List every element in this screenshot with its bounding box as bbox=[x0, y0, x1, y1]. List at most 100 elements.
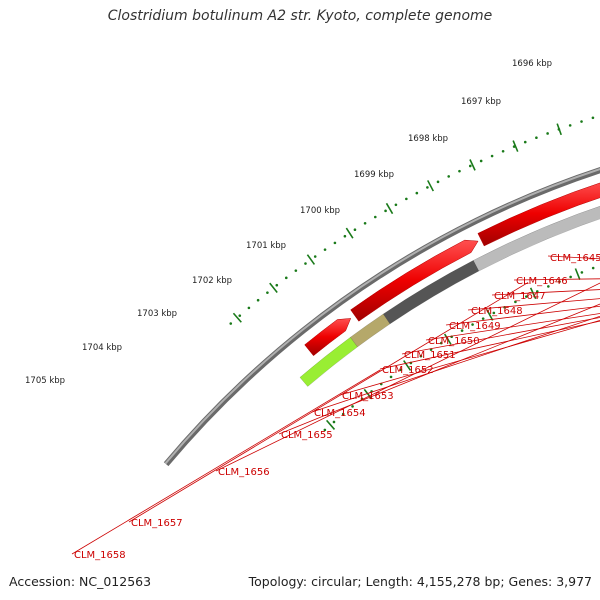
scale-label: 1700 kbp bbox=[300, 206, 340, 216]
scale-dot bbox=[535, 136, 538, 140]
scale-dot bbox=[275, 283, 279, 287]
scale-dot bbox=[333, 241, 337, 245]
leader-line bbox=[311, 315, 600, 413]
forward-genes bbox=[304, 182, 600, 357]
gene-labels: CLM_1645 CLM_1646 CLM_1647 CLM_1648 CLM_… bbox=[74, 253, 600, 561]
scale-dot bbox=[415, 191, 419, 195]
scale-dot bbox=[481, 317, 485, 320]
scale-dot bbox=[343, 234, 347, 238]
leader-line bbox=[401, 317, 600, 355]
scale-dot bbox=[341, 412, 345, 416]
gene-segment bbox=[382, 260, 480, 325]
leader-line bbox=[339, 319, 600, 396]
scale-tick bbox=[469, 159, 476, 171]
scale-dot bbox=[591, 266, 595, 270]
gene-segment bbox=[299, 336, 358, 387]
gene-arrow bbox=[350, 239, 479, 322]
scale-dot bbox=[490, 154, 494, 158]
outer-scale-ring bbox=[229, 116, 595, 325]
scale-tick bbox=[306, 254, 316, 265]
scale-dot bbox=[304, 262, 307, 265]
leader-line bbox=[445, 305, 600, 326]
gene-arrow bbox=[304, 318, 352, 357]
leader-line bbox=[425, 313, 600, 341]
scale-dot bbox=[266, 291, 269, 294]
scale-tick bbox=[427, 180, 435, 192]
gene-label-clm-1648: CLM_1648 bbox=[471, 306, 523, 317]
scale-dot bbox=[294, 269, 298, 272]
scale-dot bbox=[419, 354, 423, 358]
scale-label: 1703 kbp bbox=[137, 309, 177, 319]
scale-dot bbox=[399, 368, 403, 372]
scale-labels: 1696 kbp 1697 kbp 1698 kbp 1699 kbp 1700… bbox=[25, 59, 552, 386]
leader-line bbox=[278, 303, 600, 435]
scale-dot bbox=[471, 323, 474, 326]
scale-dot bbox=[468, 164, 472, 168]
scale-label: 1704 kbp bbox=[82, 343, 122, 353]
scale-dot bbox=[591, 116, 595, 120]
scale-dot bbox=[558, 280, 561, 283]
leader-line bbox=[128, 282, 529, 523]
gene-arrow bbox=[477, 182, 600, 247]
gene-label-clm-1651: CLM_1651 bbox=[404, 350, 456, 361]
scale-dot bbox=[384, 209, 387, 213]
scale-tick bbox=[345, 227, 354, 239]
scale-tick bbox=[269, 282, 278, 294]
scale-label: 1698 kbp bbox=[408, 134, 448, 144]
scale-dot bbox=[256, 298, 260, 302]
scale-dot bbox=[323, 428, 327, 432]
scale-dot bbox=[238, 314, 242, 317]
scale-tick bbox=[486, 309, 494, 321]
scale-dot bbox=[389, 375, 393, 379]
leader-line bbox=[215, 282, 600, 472]
scale-dot bbox=[514, 300, 517, 304]
scale-dot bbox=[436, 180, 440, 184]
scale-dot bbox=[492, 311, 496, 315]
scale-dot bbox=[394, 203, 398, 207]
scale-tick bbox=[232, 312, 242, 323]
scale-label: 1701 kbp bbox=[246, 241, 286, 251]
scale-dot bbox=[313, 255, 317, 258]
scale-dot bbox=[568, 124, 572, 127]
second-row-genes bbox=[299, 205, 600, 387]
scale-tick bbox=[403, 360, 412, 371]
scale-dot bbox=[426, 186, 429, 189]
gene-label-clm-1649: CLM_1649 bbox=[449, 321, 501, 332]
scale-dot bbox=[447, 175, 451, 178]
gene-label-clm-1652: CLM_1652 bbox=[382, 365, 434, 376]
gene-label-clm-1646: CLM_1646 bbox=[516, 276, 568, 287]
scale-label: 1702 kbp bbox=[192, 276, 232, 286]
scale-tick bbox=[574, 268, 581, 280]
inner-scale-ring bbox=[323, 266, 595, 432]
scale-dot bbox=[501, 149, 505, 153]
scale-dot bbox=[353, 228, 357, 231]
scale-dot bbox=[229, 322, 233, 325]
gene-label-clm-1657: CLM_1657 bbox=[131, 518, 183, 529]
scale-dot bbox=[535, 290, 539, 293]
scale-tick bbox=[385, 202, 394, 215]
scale-tick bbox=[512, 140, 519, 152]
scale-dot bbox=[525, 295, 528, 298]
scale-dot bbox=[546, 132, 549, 135]
scale-dot bbox=[440, 341, 443, 345]
scale-dot bbox=[460, 329, 464, 332]
leader-line bbox=[467, 298, 600, 311]
scale-dot bbox=[458, 169, 461, 173]
scale-dot bbox=[363, 221, 367, 225]
genome-backbone-highlight bbox=[164, 168, 600, 465]
scale-dot bbox=[332, 420, 336, 424]
scale-dot bbox=[569, 275, 572, 279]
leader-lines bbox=[71, 255, 600, 555]
gene-label-clm-1650: CLM_1650 bbox=[428, 336, 480, 347]
scale-dot bbox=[405, 197, 408, 201]
scale-tick bbox=[326, 419, 336, 430]
scale-dot bbox=[284, 276, 288, 280]
scale-tick bbox=[556, 123, 562, 136]
leader-line bbox=[71, 369, 381, 555]
scale-dot bbox=[547, 285, 550, 288]
scale-label: 1696 kbp bbox=[512, 59, 552, 69]
gene-label-clm-1647: CLM_1647 bbox=[494, 291, 546, 302]
gene-label-clm-1645: CLM_1645 bbox=[550, 253, 600, 264]
scale-dot bbox=[373, 215, 377, 219]
